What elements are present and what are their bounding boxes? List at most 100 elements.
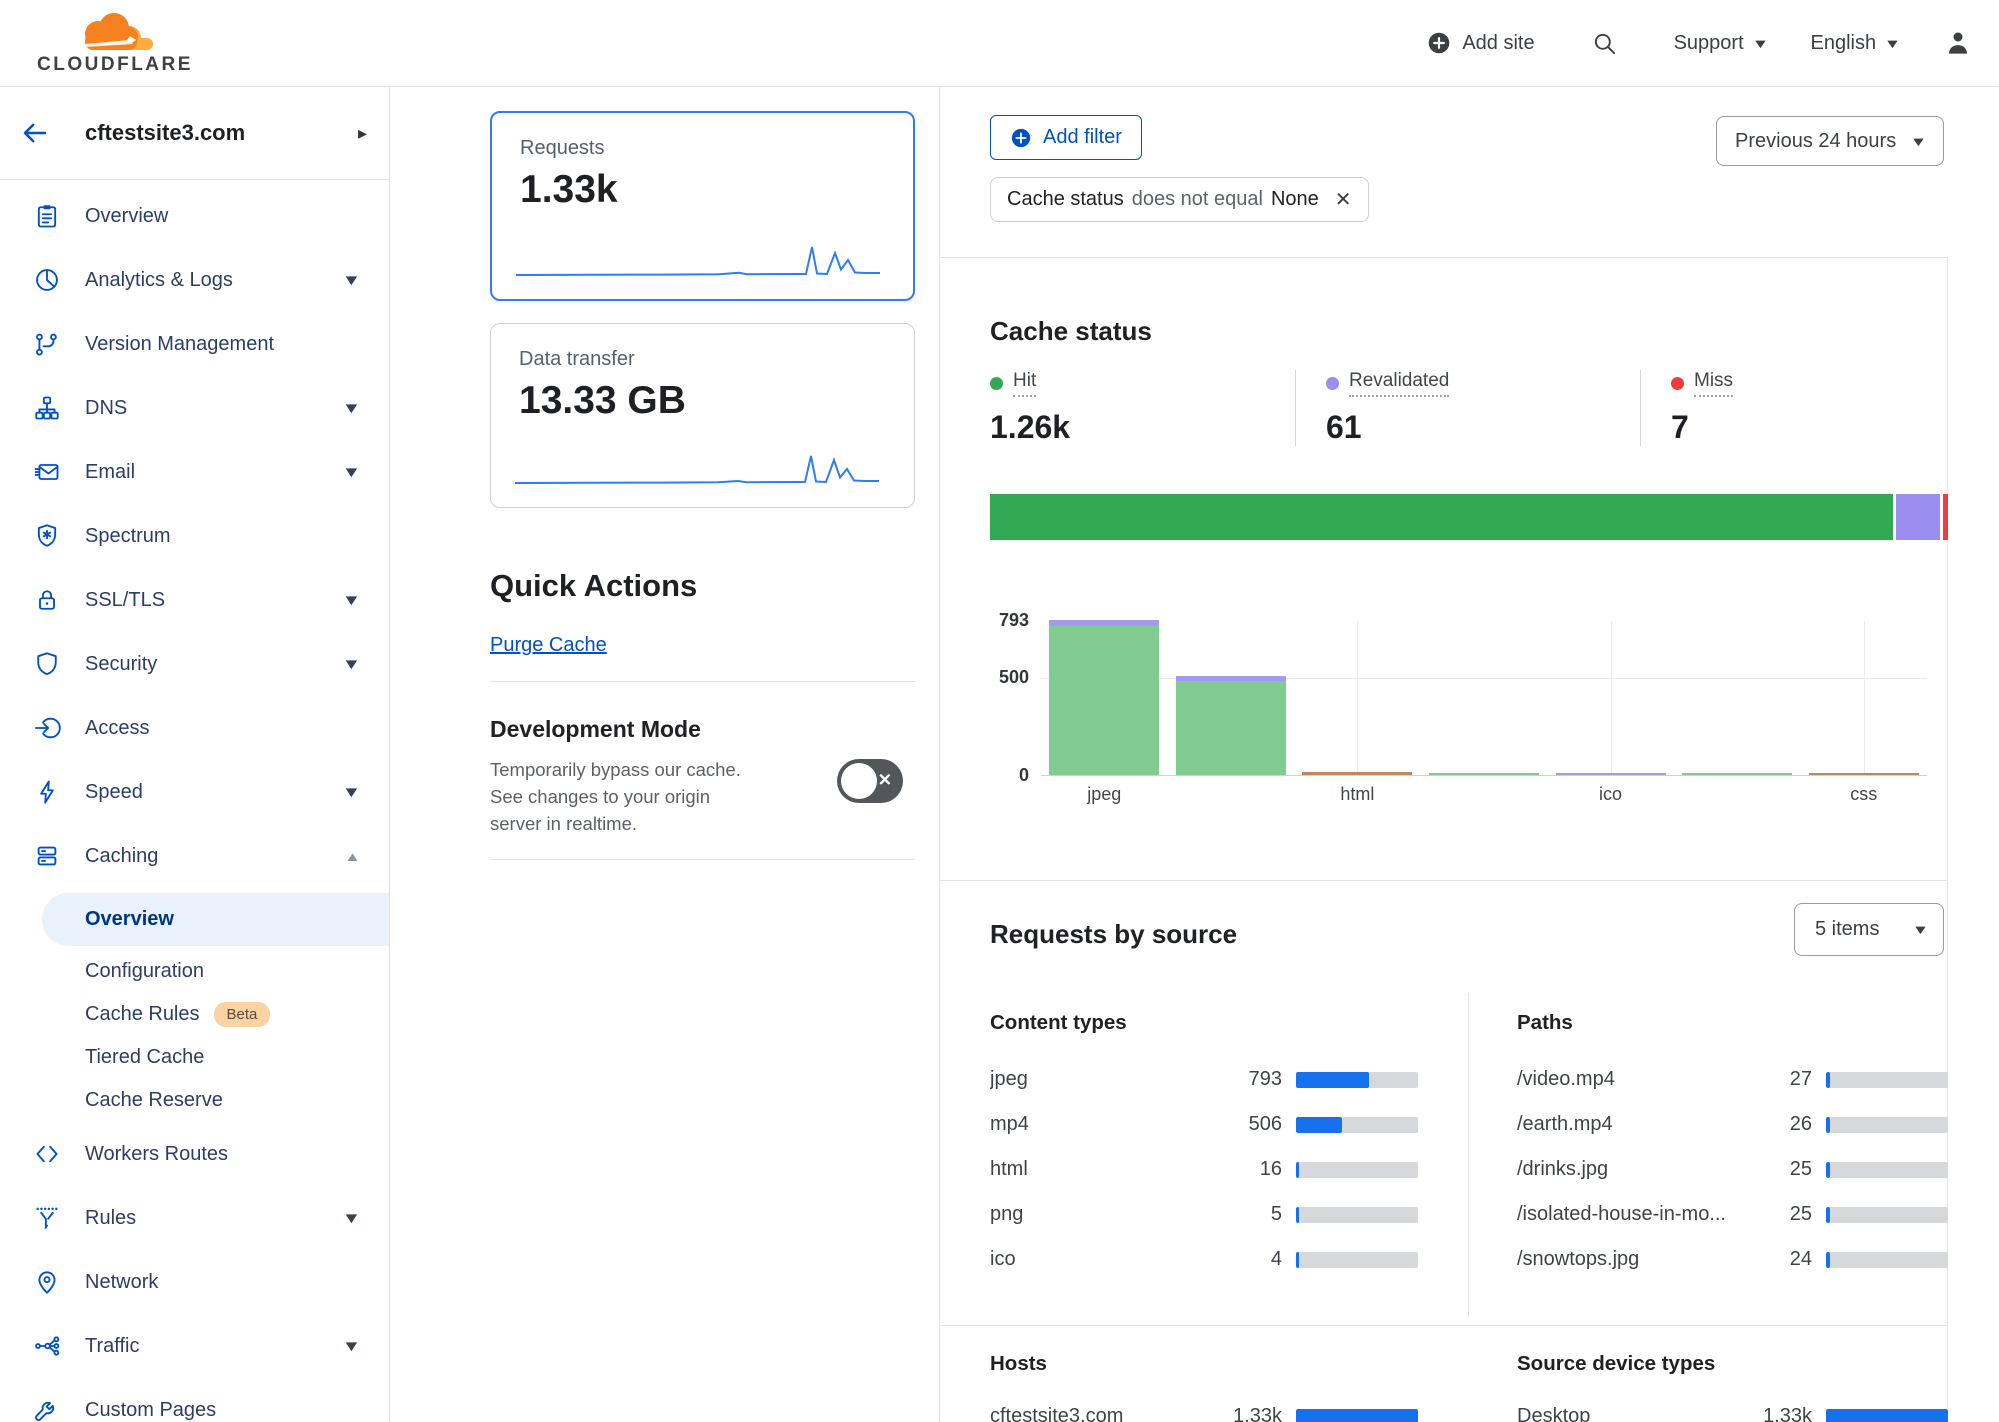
chevron-down-icon: ▼	[341, 655, 362, 673]
sidebar-item-caching[interactable]: Caching ▲	[0, 824, 389, 888]
chevron-down-icon: ▼	[341, 783, 362, 801]
list-item: mp4 506	[990, 1102, 1418, 1147]
list-item: png 5	[990, 1192, 1418, 1237]
sidebar-item-label: Custom Pages	[85, 1398, 217, 1421]
row-label: /drinks.jpg	[1517, 1158, 1609, 1180]
support-menu[interactable]: Support ▼	[1673, 31, 1769, 55]
bar-segment-revalidated	[1175, 676, 1286, 681]
sidebar-item-label: Workers Routes	[85, 1142, 229, 1165]
distribution-segment-miss	[1943, 494, 1948, 540]
bar-ico	[1555, 773, 1666, 775]
hit-dot-icon	[990, 377, 1003, 390]
sidebar-item-speed[interactable]: Speed ▼	[0, 760, 389, 824]
revalidated-dot-icon	[1326, 377, 1339, 390]
bar-segment-revalidated	[1049, 620, 1160, 626]
development-mode-toggle[interactable]: ✕	[837, 759, 903, 803]
shield-icon	[33, 650, 61, 678]
stat-miss-label[interactable]: Miss	[1671, 370, 1734, 397]
x-axis-tick-label: css	[1850, 784, 1878, 804]
sidebar-subitem-label: Cache Rules	[85, 1003, 200, 1025]
back-arrow-icon[interactable]	[20, 118, 50, 148]
bar-png	[1429, 773, 1539, 775]
purge-cache-link[interactable]: Purge Cache	[490, 634, 607, 656]
remove-filter-icon[interactable]: ✕	[1334, 189, 1352, 211]
bar-segment-revalidated	[1555, 773, 1666, 775]
list-item: jpeg 793	[990, 1057, 1418, 1102]
chevron-right-icon[interactable]: ▸	[357, 122, 367, 143]
sidebar-item-traffic[interactable]: Traffic ▼	[0, 1314, 389, 1378]
row-bar-track	[1826, 1116, 1948, 1133]
sidebar-subitem-cache-reserve[interactable]: Cache Reserve	[0, 1079, 389, 1122]
row-bar-fill	[1296, 1206, 1299, 1223]
data-transfer-card[interactable]: Data transfer 13.33 GB	[490, 323, 915, 508]
sidebar-item-ssl-tls[interactable]: SSL/TLS ▼	[0, 568, 389, 632]
sidebar-subitem-cache-rules[interactable]: Cache Rules Beta	[0, 993, 389, 1036]
sidebar-item-analytics-logs[interactable]: Analytics & Logs ▼	[0, 248, 389, 312]
bar-segment-hit	[1175, 681, 1286, 775]
sidebar-item-security[interactable]: Security ▼	[0, 632, 389, 696]
search-icon[interactable]	[1591, 30, 1618, 57]
filter-chip[interactable]: Cache status does not equal None ✕	[990, 177, 1369, 222]
row-value: 4	[1270, 1248, 1282, 1270]
chevron-up-icon: ▲	[344, 848, 361, 864]
add-site-button[interactable]: Add site	[1426, 30, 1535, 56]
site-name: cftestsite3.com	[85, 120, 246, 145]
requests-card[interactable]: Requests 1.33k	[490, 111, 915, 301]
row-value: 24	[1789, 1248, 1812, 1270]
row-value: 25	[1789, 1158, 1812, 1180]
sidebar-item-label: Security	[85, 652, 158, 675]
list-item: /isolated-house-in-mo... 25	[1517, 1192, 1948, 1237]
language-menu[interactable]: English ▼	[1811, 32, 1902, 55]
sidebar-item-network[interactable]: Network	[0, 1250, 389, 1314]
sidebar-item-label: SSL/TLS	[85, 588, 166, 611]
row-bar-fill	[1826, 1408, 1948, 1422]
support-label: Support	[1673, 31, 1744, 54]
plus-circle-icon	[1011, 128, 1031, 147]
sidebar-item-rules[interactable]: Rules ▼	[0, 1186, 389, 1250]
sidebar-item-label: Traffic	[85, 1334, 140, 1357]
sidebar-item-label: Analytics & Logs	[85, 268, 233, 291]
sidebar-item-dns[interactable]: DNS ▼	[0, 376, 389, 440]
sidebar-item-overview[interactable]: Overview	[0, 184, 389, 248]
stat-hit-label[interactable]: Hit	[990, 370, 1037, 397]
cloudflare-logo[interactable]: CLOUDFLARE	[20, 11, 210, 76]
row-bar-track	[1296, 1251, 1418, 1268]
sidebar-subitem-tiered-cache[interactable]: Tiered Cache	[0, 1036, 389, 1079]
row-bar-fill	[1826, 1251, 1830, 1268]
row-bar-track	[1826, 1161, 1948, 1178]
requests-by-source-title: Requests by source	[990, 919, 1238, 949]
row-bar-fill	[1296, 1116, 1343, 1133]
data-transfer-sparkline	[514, 455, 879, 484]
cache-status-distribution-bar	[990, 494, 1948, 540]
chevron-down-icon: ▼	[341, 591, 362, 609]
pin-icon	[33, 1268, 61, 1296]
sidebar-item-email[interactable]: Email ▼	[0, 440, 389, 504]
sidebar-item-version-management[interactable]: Version Management	[0, 312, 389, 376]
hierarchy-icon	[33, 394, 61, 422]
items-count-dropdown[interactable]: 5 items ▼	[1794, 903, 1944, 956]
stat-revalidated-label[interactable]: Revalidated	[1326, 370, 1450, 397]
sidebar-item-workers-routes[interactable]: Workers Routes	[0, 1122, 389, 1186]
hosts-heading: Hosts	[990, 1352, 1047, 1375]
add-filter-button[interactable]: Add filter	[990, 115, 1142, 160]
sidebar-nav: Overview Analytics & Logs ▼ Version Managem…	[0, 180, 389, 1422]
sidebar-item-custom-pages[interactable]: Custom Pages	[0, 1378, 389, 1422]
time-range-dropdown[interactable]: Previous 24 hours ▼	[1716, 116, 1944, 166]
row-bar-track	[1296, 1408, 1418, 1422]
wrench-icon	[33, 1396, 61, 1422]
y-axis-tick-label: 500	[998, 667, 1029, 688]
lock-icon	[33, 586, 61, 614]
sidebar-item-spectrum[interactable]: Spectrum	[0, 504, 389, 568]
bar-jpeg	[1049, 620, 1160, 775]
top-bar-actions: Add site Support ▼ English ▼	[1426, 28, 1973, 58]
sidebar-subitem-label: Cache Reserve	[85, 1089, 223, 1111]
sidebar-subitem-overview[interactable]: Overview	[42, 893, 389, 946]
sidebar-item-access[interactable]: Access	[0, 696, 389, 760]
divider	[490, 859, 915, 861]
row-value: 26	[1789, 1113, 1812, 1135]
sidebar-subitem-configuration[interactable]: Configuration	[0, 950, 389, 993]
chevron-down-icon: ▼	[1909, 133, 1928, 149]
user-account-icon[interactable]	[1943, 28, 1973, 58]
paths-list: /video.mp4 27/earth.mp4 26/drinks.jpg 25/is…	[1517, 1057, 1948, 1282]
list-item: /snowtops.jpg 24	[1517, 1237, 1948, 1282]
